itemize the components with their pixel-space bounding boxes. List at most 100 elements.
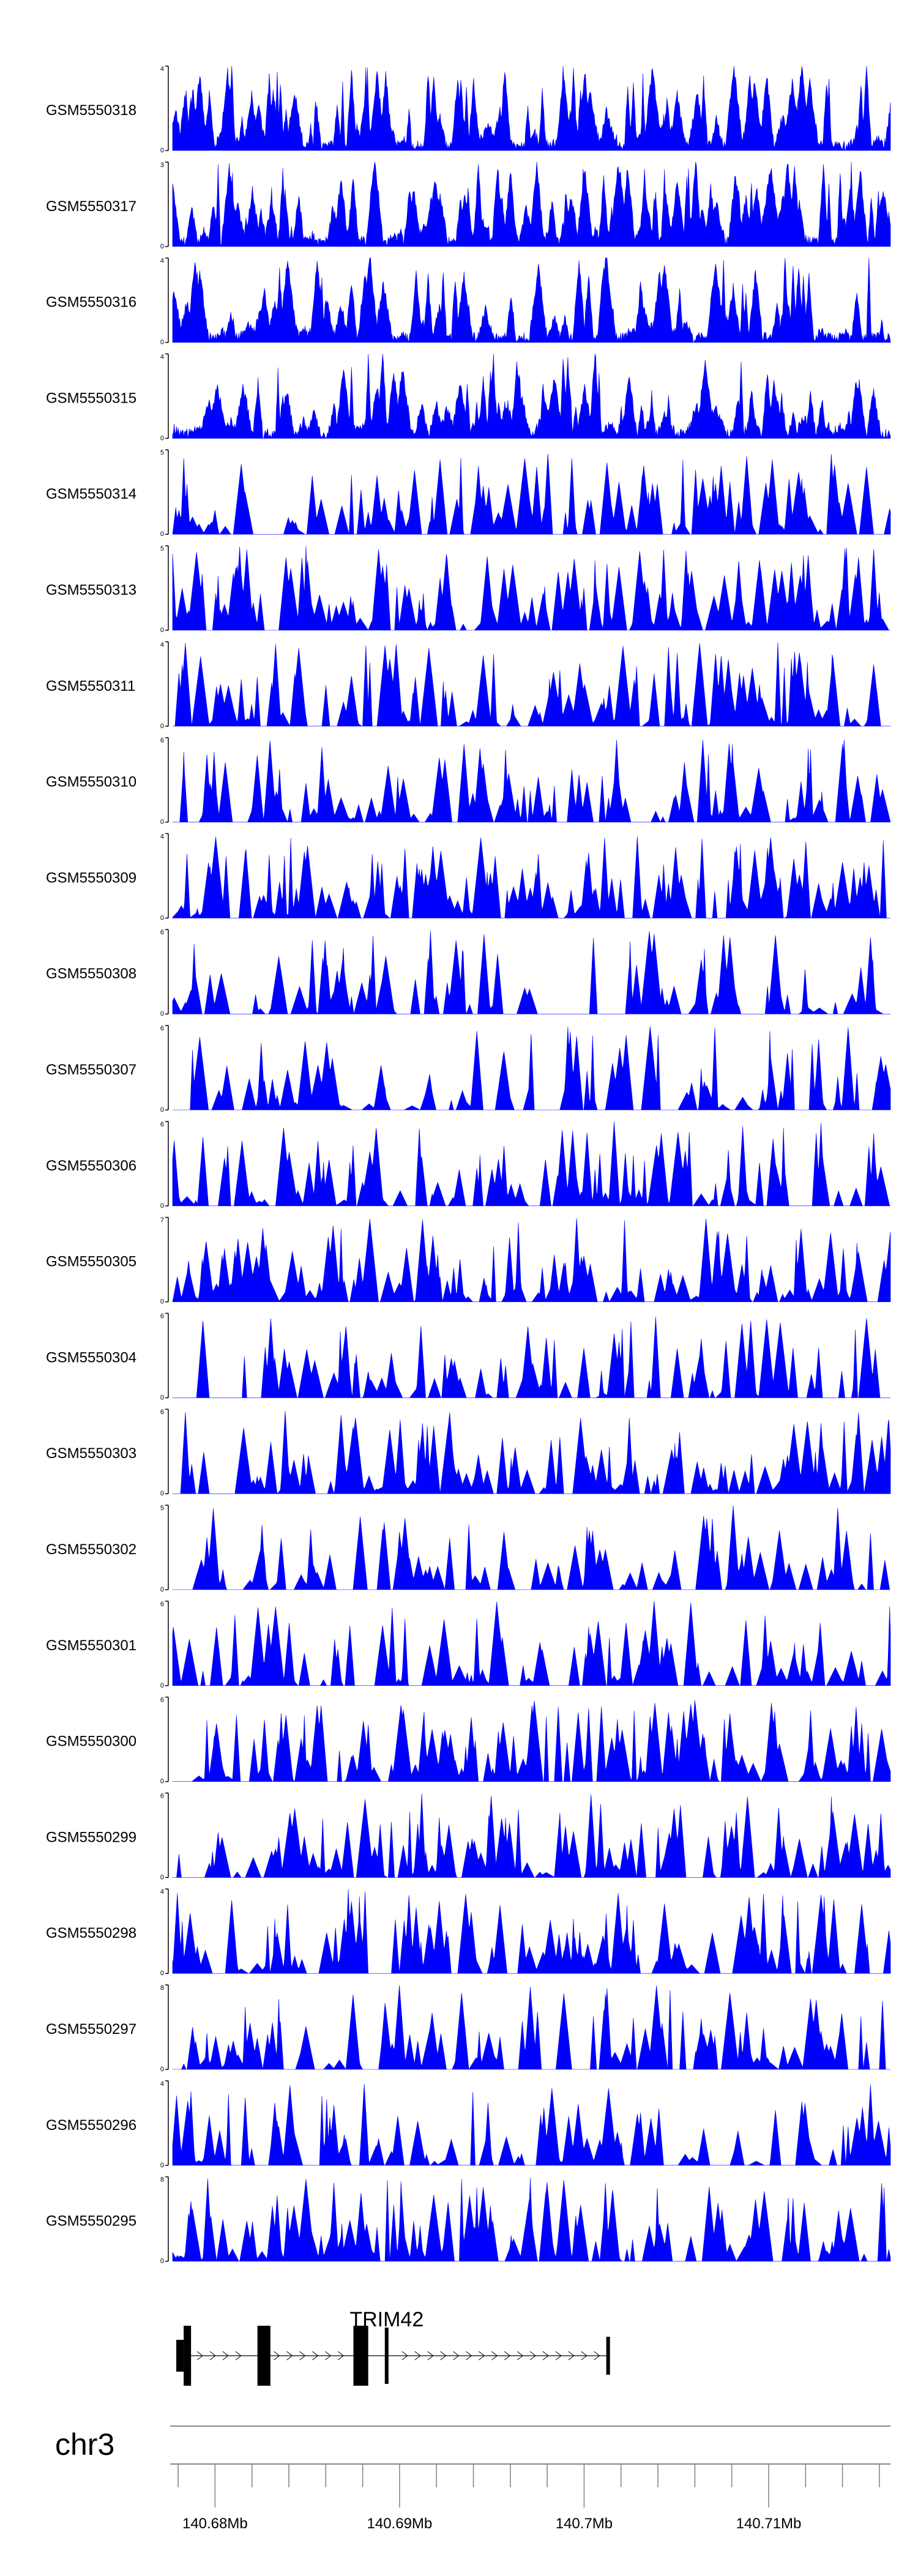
track-label: GSM5550301 bbox=[46, 1637, 136, 1654]
coverage-area bbox=[172, 1122, 890, 1207]
strand-arrow bbox=[581, 2351, 588, 2361]
y-min-label: 0 bbox=[160, 339, 164, 346]
y-min-label: 0 bbox=[160, 1106, 164, 1114]
coverage-track: GSM5550304 6 0 bbox=[46, 1312, 890, 1401]
y-min-label: 0 bbox=[160, 723, 164, 730]
y-max-label: 6 bbox=[160, 1025, 164, 1032]
track-label: GSM5550314 bbox=[46, 486, 136, 502]
y-max-label: 6 bbox=[160, 1409, 164, 1416]
y-min-label: 0 bbox=[160, 1010, 164, 1018]
track-label: GSM5550298 bbox=[46, 1925, 136, 1941]
strand-arrow bbox=[542, 2351, 549, 2361]
coverage-track: GSM5550296 4 0 bbox=[46, 2080, 891, 2169]
coverage-track: GSM5550303 6 0 bbox=[46, 1409, 891, 1497]
strand-arrow bbox=[568, 2351, 575, 2361]
y-min-label: 0 bbox=[160, 2162, 164, 2169]
strand-arrow bbox=[209, 2351, 216, 2361]
track-label: GSM5550311 bbox=[46, 678, 135, 694]
y-min-label: 0 bbox=[160, 1490, 164, 1497]
strand-arrow bbox=[196, 2351, 203, 2361]
coverage-area bbox=[172, 1889, 891, 1975]
strand-arrow bbox=[466, 2351, 472, 2361]
y-max-label: 6 bbox=[160, 1121, 164, 1128]
coverage-track: GSM5550295 8 0 bbox=[46, 2176, 891, 2265]
y-max-label: 6 bbox=[160, 737, 164, 745]
gene-name-label: TRIM42 bbox=[349, 2308, 424, 2331]
track-label: GSM5550307 bbox=[46, 1062, 136, 1078]
strand-arrow bbox=[479, 2351, 485, 2361]
y-min-label: 0 bbox=[160, 1682, 164, 1689]
exon bbox=[353, 2326, 368, 2386]
coverage-track: GSM5550310 6 0 bbox=[46, 737, 891, 826]
coverage-area bbox=[173, 1026, 891, 1111]
coverage-area bbox=[172, 258, 891, 343]
strand-arrow bbox=[401, 2351, 408, 2361]
coverage-area bbox=[172, 836, 890, 918]
y-min-label: 0 bbox=[160, 1778, 164, 1785]
coverage-track: GSM5550316 4 0 bbox=[46, 258, 891, 346]
coverage-area bbox=[173, 1793, 891, 1878]
strand-arrow bbox=[286, 2351, 293, 2361]
coverage-tracks: GSM555031840GSM555031730GSM555031640GSM5… bbox=[46, 65, 891, 2265]
genome-axis: chr3 140.68Mb 140.69Mb 140.7Mb 140.71Mb bbox=[55, 2425, 890, 2532]
strand-arrow bbox=[299, 2351, 306, 2361]
y-min-label: 0 bbox=[160, 1970, 164, 1977]
y-max-label: 5 bbox=[160, 1505, 164, 1512]
coverage-track: GSM5550297 8 0 bbox=[46, 1984, 890, 2073]
y-max-label: 6 bbox=[160, 1792, 164, 1800]
y-max-label: 4 bbox=[160, 353, 164, 360]
strand-arrow bbox=[529, 2351, 536, 2361]
y-min-label: 0 bbox=[160, 243, 164, 250]
y-max-label: 4 bbox=[160, 1888, 164, 1896]
y-max-label: 4 bbox=[160, 641, 164, 649]
coverage-area bbox=[172, 354, 891, 439]
y-min-label: 0 bbox=[160, 627, 164, 634]
track-label: GSM5550310 bbox=[46, 774, 136, 791]
strand-arrow bbox=[594, 2351, 600, 2361]
y-min-label: 0 bbox=[160, 434, 164, 442]
y-max-label: 4 bbox=[160, 65, 164, 73]
y-min-label: 0 bbox=[160, 1394, 164, 1401]
coverage-area bbox=[172, 1218, 891, 1303]
track-label: GSM5550299 bbox=[46, 1829, 136, 1845]
coverage-area bbox=[173, 1505, 890, 1590]
y-max-label: 5 bbox=[160, 449, 164, 456]
coverage-area bbox=[173, 739, 891, 823]
coverage-track: GSM5550302 5 0 bbox=[46, 1505, 890, 1593]
y-max-label: 4 bbox=[160, 833, 164, 840]
track-label: GSM5550303 bbox=[46, 1445, 136, 1462]
strand-arrow bbox=[274, 2351, 280, 2361]
y-min-label: 0 bbox=[160, 2066, 164, 2073]
strand-arrow bbox=[491, 2351, 498, 2361]
y-max-label: 5 bbox=[160, 545, 164, 553]
strand-arrow bbox=[312, 2351, 319, 2361]
y-min-label: 0 bbox=[160, 914, 164, 921]
track-label: GSM5550315 bbox=[46, 390, 136, 406]
coverage-track: GSM5550309 4 0 bbox=[46, 833, 890, 921]
coverage-area bbox=[172, 453, 891, 535]
exon bbox=[257, 2326, 271, 2386]
strand-arrow bbox=[414, 2351, 421, 2361]
coverage-track: GSM5550315 4 0 bbox=[46, 353, 891, 442]
strand-arrow bbox=[453, 2351, 460, 2361]
track-label: GSM5550305 bbox=[46, 1254, 136, 1270]
strand-arrow bbox=[235, 2351, 242, 2361]
y-max-label: 4 bbox=[160, 2080, 164, 2088]
track-label: GSM5550306 bbox=[46, 1158, 136, 1174]
y-min-label: 0 bbox=[160, 1298, 164, 1306]
coverage-track: GSM5550305 7 0 bbox=[46, 1217, 891, 1306]
track-label: GSM5550295 bbox=[46, 2213, 136, 2230]
exon bbox=[176, 2340, 184, 2372]
strand-arrow bbox=[324, 2351, 332, 2361]
track-label: GSM5550300 bbox=[46, 1733, 136, 1750]
coverage-area bbox=[173, 1985, 890, 2070]
y-min-label: 0 bbox=[160, 530, 164, 538]
y-min-label: 0 bbox=[160, 1874, 164, 1881]
gene-track: TRIM42 bbox=[176, 2308, 610, 2386]
coverage-track: GSM5550299 6 0 bbox=[46, 1792, 891, 1881]
axis-tick-label: 140.71Mb bbox=[736, 2515, 802, 2532]
track-label: GSM5550318 bbox=[46, 102, 136, 119]
exon bbox=[384, 2328, 389, 2384]
track-label: GSM5550313 bbox=[46, 582, 136, 598]
coverage-area bbox=[172, 1601, 891, 1686]
